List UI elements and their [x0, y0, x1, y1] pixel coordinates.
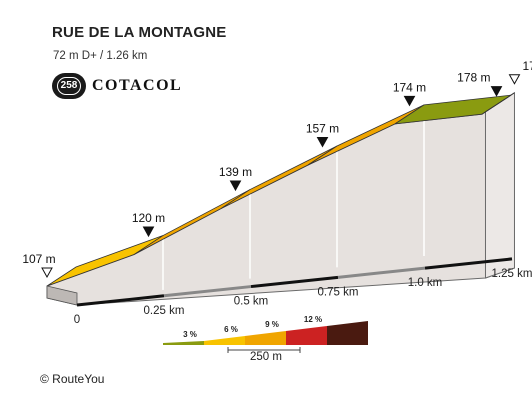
profile-side-face	[484, 91, 515, 279]
scale-label: 250 m	[250, 351, 282, 363]
elevation-label: 107 m	[22, 252, 55, 266]
elevation-label: 179 m	[522, 59, 532, 73]
elevation-marker-icon	[490, 86, 503, 97]
cotacol-number: 258	[57, 77, 81, 95]
x-tick-label: 0.5 km	[234, 296, 269, 308]
x-tick-label: 0	[74, 314, 80, 326]
cotacol-badge: 258	[52, 73, 86, 99]
distance-ruler-segment	[163, 285, 252, 298]
legend-label: 3 %	[183, 330, 197, 339]
legend-swatch	[327, 321, 368, 345]
copyright-text: © RouteYou	[40, 372, 105, 386]
x-tick-label: 0.25 km	[144, 305, 185, 317]
profile-segment	[481, 92, 515, 115]
distance-ruler-segment	[337, 266, 426, 279]
legend-swatch	[204, 336, 245, 345]
distance-ruler-segment	[76, 294, 165, 307]
elevation-label: 178 m	[457, 71, 490, 85]
elevation-label: 139 m	[219, 165, 252, 179]
chart-layer: 0 0.25 km 0.5 km 0.75 km 1.0 km 1.25 km 107 m 1…	[22, 59, 532, 326]
x-tick-label: 1.0 km	[408, 277, 443, 289]
x-tick-label: 1.25 km	[492, 268, 532, 280]
legend-swatch	[163, 341, 204, 345]
elevation-label: 120 m	[132, 211, 165, 225]
climb-stats: 72 m D+ / 1.26 km	[53, 50, 148, 62]
legend-label: 9 %	[265, 320, 279, 329]
profile-front-face	[46, 110, 516, 306]
distance-ruler-segment	[424, 257, 513, 270]
elevation-marker-icon	[229, 180, 242, 192]
cotacol-label: COTACOL	[92, 77, 183, 94]
profile-header: RUE DE LA MONTAGNE 72 m D+ / 1.26 km 258…	[0, 0, 532, 110]
elevation-marker-icon	[41, 267, 53, 279]
elevation-label: 157 m	[306, 122, 339, 136]
climb-title: RUE DE LA MONTAGNE	[52, 24, 227, 41]
elevation-marker-icon	[142, 226, 155, 238]
elevation-marker-icon	[403, 95, 416, 107]
legend-label: 6 %	[224, 325, 238, 334]
legend-swatch	[286, 326, 327, 345]
elevation-marker-icon	[316, 137, 329, 148]
elevation-marker-icon	[508, 74, 521, 85]
distance-ruler-segment	[250, 275, 339, 289]
elevation-label: 174 m	[393, 80, 426, 94]
gradient-legend: 3 % 6 % 9 % 12 % 250 m	[163, 315, 368, 363]
legend-label: 12 %	[304, 315, 322, 324]
x-tick-label: 0.75 km	[318, 286, 359, 298]
legend-swatch	[245, 331, 286, 345]
